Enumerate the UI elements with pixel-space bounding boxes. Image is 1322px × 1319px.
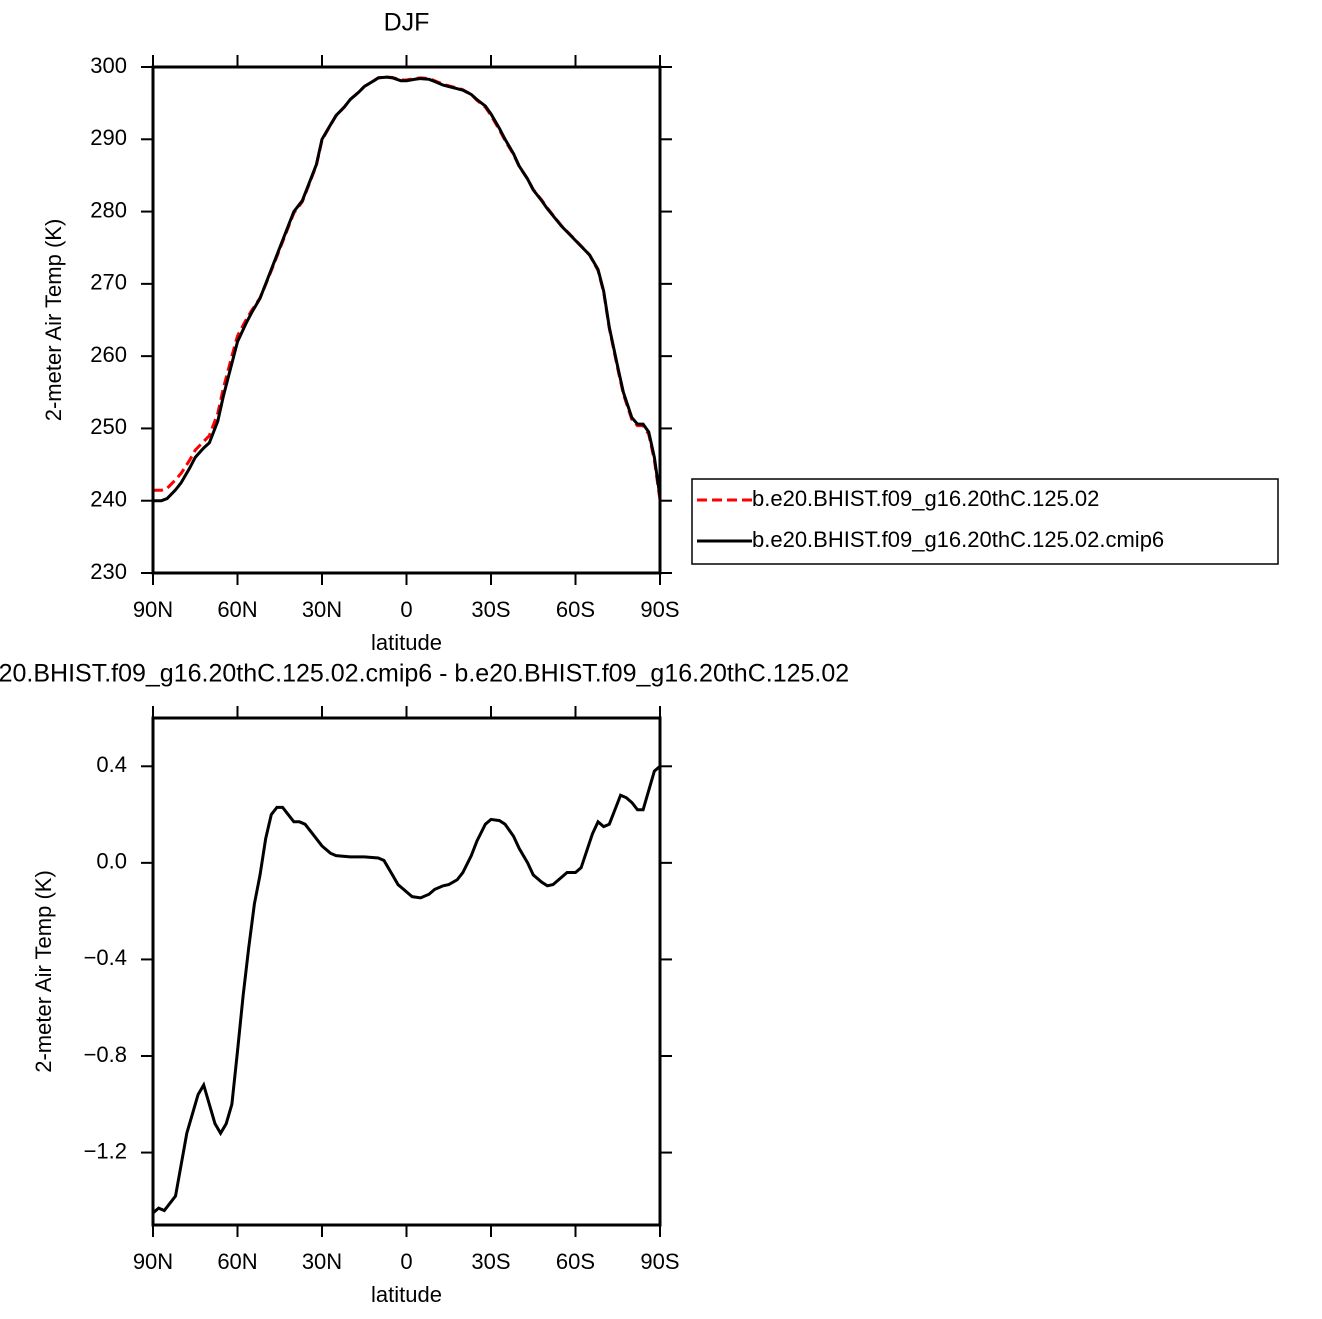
plot-frame — [151, 65, 662, 575]
x-tick-label: 30N — [302, 597, 342, 622]
y-tick-label: −0.4 — [84, 945, 127, 970]
x-tick-label: 30S — [471, 597, 510, 622]
x-tick-label: 90S — [640, 1249, 679, 1274]
y-tick-label: 300 — [90, 53, 127, 78]
chart-title: b.e20.BHIST.f09_g16.20thC.125.02.cmip6 -… — [0, 660, 849, 688]
x-axis-label: latitude — [371, 1282, 442, 1307]
x-tick-label: 30S — [471, 1249, 510, 1274]
data-line — [153, 765, 660, 1215]
legend-label: b.e20.BHIST.f09_g16.20thC.125.02.cmip6 — [752, 527, 1164, 552]
x-axis-label: latitude — [371, 630, 442, 655]
data-line — [153, 75, 660, 503]
y-axis-label: 2-meter Air Temp (K) — [41, 219, 66, 422]
x-tick-label: 90N — [133, 597, 173, 622]
x-tick-label: 90S — [640, 597, 679, 622]
x-tick-label: 0 — [400, 1249, 412, 1274]
x-tick-label: 60S — [556, 597, 595, 622]
x-tick-label: 0 — [400, 597, 412, 622]
y-axis-label: 2-meter Air Temp (K) — [31, 870, 56, 1073]
y-tick-label: 290 — [90, 125, 127, 150]
legend-label: b.e20.BHIST.f09_g16.20thC.125.02 — [752, 486, 1099, 511]
y-tick-label: 280 — [90, 197, 127, 222]
x-tick-label: 60N — [217, 1249, 257, 1274]
y-tick-label: 0.0 — [96, 849, 127, 874]
legend-box — [691, 478, 1279, 565]
x-tick-label: 30N — [302, 1249, 342, 1274]
y-tick-label: −0.8 — [84, 1042, 127, 1067]
y-tick-label: 240 — [90, 487, 127, 512]
x-tick-label: 60N — [217, 597, 257, 622]
y-tick-label: 0.4 — [96, 752, 127, 777]
y-tick-label: 250 — [90, 414, 127, 439]
y-tick-label: 260 — [90, 342, 127, 367]
y-tick-label: 270 — [90, 270, 127, 295]
data-line — [153, 75, 660, 501]
chart-title: DJF — [384, 9, 430, 37]
plot-frame — [151, 716, 662, 1227]
y-tick-label: 230 — [90, 559, 127, 584]
x-tick-label: 60S — [556, 1249, 595, 1274]
x-tick-label: 90N — [133, 1249, 173, 1274]
y-tick-label: −1.2 — [84, 1138, 127, 1163]
